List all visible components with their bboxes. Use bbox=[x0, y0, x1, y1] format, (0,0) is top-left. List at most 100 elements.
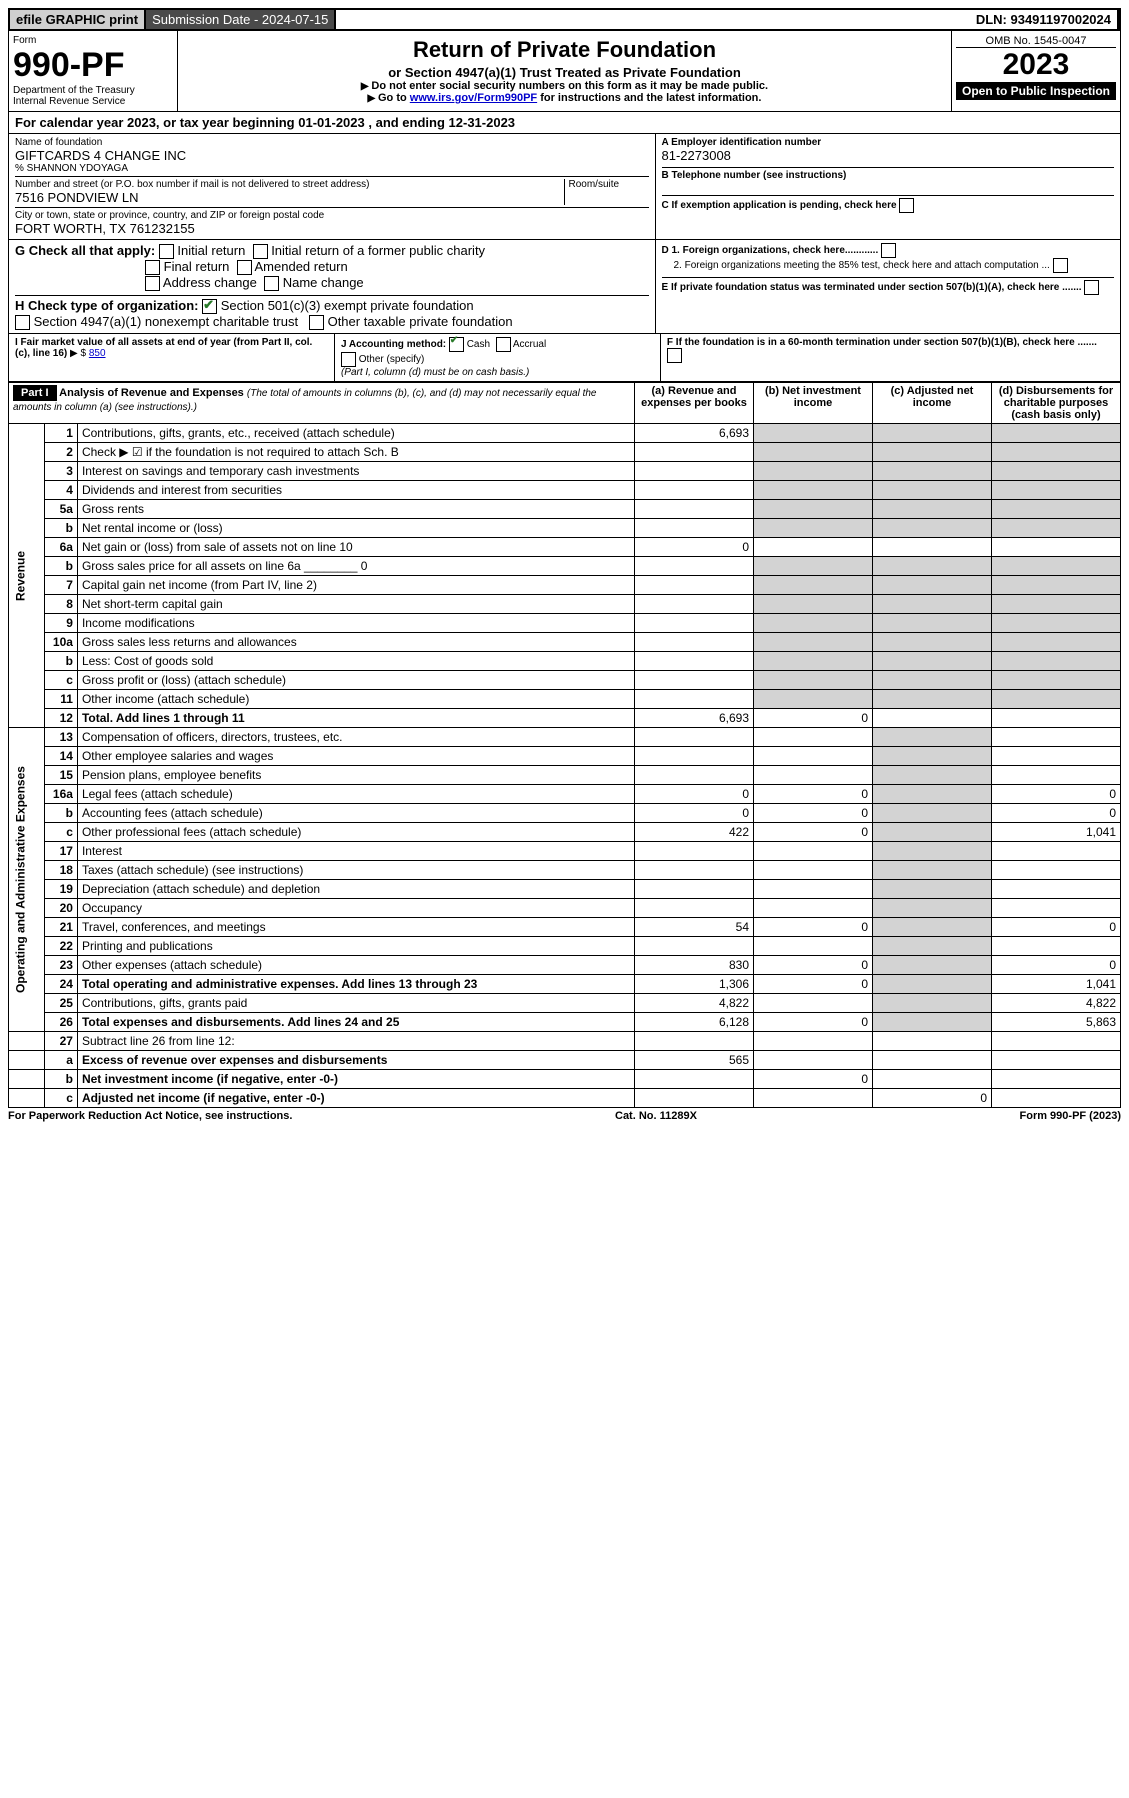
h-label: H Check type of organization: bbox=[15, 298, 198, 313]
h-501c3-checkbox[interactable] bbox=[202, 299, 217, 314]
footer-mid: Cat. No. 11289X bbox=[615, 1110, 697, 1122]
g-amended-checkbox[interactable] bbox=[237, 260, 252, 275]
line-number: 2 bbox=[44, 443, 77, 462]
cell-d bbox=[992, 671, 1121, 690]
cell-c bbox=[873, 842, 992, 861]
cell-b: 0 bbox=[754, 918, 873, 937]
cell-a bbox=[635, 519, 754, 538]
city-label: City or town, state or province, country… bbox=[15, 210, 649, 221]
cell-a: 6,128 bbox=[635, 1013, 754, 1032]
cell-c bbox=[873, 690, 992, 709]
table-row: 12Total. Add lines 1 through 116,6930 bbox=[9, 709, 1121, 728]
cell-c bbox=[873, 861, 992, 880]
cell-a bbox=[635, 747, 754, 766]
line-number: 25 bbox=[44, 994, 77, 1013]
form-number: 990-PF bbox=[13, 46, 173, 85]
line-description: Adjusted net income (if negative, enter … bbox=[77, 1089, 634, 1108]
line-description: Printing and publications bbox=[77, 937, 634, 956]
table-row: 23Other expenses (attach schedule)83000 bbox=[9, 956, 1121, 975]
cell-d: 0 bbox=[992, 785, 1121, 804]
line-description: Excess of revenue over expenses and disb… bbox=[77, 1051, 634, 1070]
part1-label: Part I bbox=[13, 385, 57, 401]
h-4947-checkbox[interactable] bbox=[15, 315, 30, 330]
cell-b: 0 bbox=[754, 823, 873, 842]
table-row: 7Capital gain net income (from Part IV, … bbox=[9, 576, 1121, 595]
table-row: cGross profit or (loss) (attach schedule… bbox=[9, 671, 1121, 690]
table-row: 22Printing and publications bbox=[9, 937, 1121, 956]
d2-checkbox[interactable] bbox=[1053, 258, 1068, 273]
cell-c bbox=[873, 956, 992, 975]
table-row: bNet investment income (if negative, ent… bbox=[9, 1070, 1121, 1089]
city: FORT WORTH, TX 761232155 bbox=[15, 221, 649, 236]
cell-c: 0 bbox=[873, 1089, 992, 1108]
g-final-checkbox[interactable] bbox=[145, 260, 160, 275]
table-row: bAccounting fees (attach schedule)000 bbox=[9, 804, 1121, 823]
cell-d: 1,041 bbox=[992, 975, 1121, 994]
open-inspection: Open to Public Inspection bbox=[956, 82, 1116, 100]
cell-a bbox=[635, 500, 754, 519]
line-description: Occupancy bbox=[77, 899, 634, 918]
cell-c bbox=[873, 652, 992, 671]
line-number: c bbox=[44, 1089, 77, 1108]
cell-b bbox=[754, 595, 873, 614]
f-label: F If the foundation is in a 60-month ter… bbox=[667, 337, 1097, 348]
cell-c bbox=[873, 538, 992, 557]
table-row: 16aLegal fees (attach schedule)000 bbox=[9, 785, 1121, 804]
g-label: G Check all that apply: bbox=[15, 243, 155, 258]
line-description: Interest on savings and temporary cash i… bbox=[77, 462, 634, 481]
line-description: Depreciation (attach schedule) and deple… bbox=[77, 880, 634, 899]
cell-b bbox=[754, 690, 873, 709]
cell-c bbox=[873, 1051, 992, 1070]
form-note-2: Go to www.irs.gov/Form990PF for instruct… bbox=[182, 92, 947, 104]
d1-checkbox[interactable] bbox=[881, 243, 896, 258]
cell-d bbox=[992, 842, 1121, 861]
line-number: 13 bbox=[44, 728, 77, 747]
irs-label: Internal Revenue Service bbox=[13, 96, 173, 107]
period-row: For calendar year 2023, or tax year begi… bbox=[8, 112, 1121, 134]
j-label: J Accounting method: bbox=[341, 339, 446, 350]
cell-b: 0 bbox=[754, 1013, 873, 1032]
g-initial-former-checkbox[interactable] bbox=[253, 244, 268, 259]
line-number: 17 bbox=[44, 842, 77, 861]
g-initial-checkbox[interactable] bbox=[159, 244, 174, 259]
cell-c bbox=[873, 747, 992, 766]
instructions-link[interactable]: www.irs.gov/Form990PF bbox=[410, 92, 537, 104]
cell-c bbox=[873, 823, 992, 842]
line-description: Net short-term capital gain bbox=[77, 595, 634, 614]
g-name-checkbox[interactable] bbox=[264, 276, 279, 291]
line-number: 10a bbox=[44, 633, 77, 652]
cell-a bbox=[635, 842, 754, 861]
line-number: 3 bbox=[44, 462, 77, 481]
line-description: Dividends and interest from securities bbox=[77, 481, 634, 500]
table-row: aExcess of revenue over expenses and dis… bbox=[9, 1051, 1121, 1070]
cell-b bbox=[754, 1089, 873, 1108]
j-other-checkbox[interactable] bbox=[341, 352, 356, 367]
table-row: 27Subtract line 26 from line 12: bbox=[9, 1032, 1121, 1051]
line-description: Interest bbox=[77, 842, 634, 861]
entity-block: Name of foundation GIFTCARDS 4 CHANGE IN… bbox=[8, 134, 1121, 240]
cell-d bbox=[992, 500, 1121, 519]
cell-a bbox=[635, 652, 754, 671]
g-address-checkbox[interactable] bbox=[145, 276, 160, 291]
line-number: 9 bbox=[44, 614, 77, 633]
cell-c bbox=[873, 1013, 992, 1032]
cell-b bbox=[754, 652, 873, 671]
d2-label: 2. Foreign organizations meeting the 85%… bbox=[674, 260, 1050, 271]
c-checkbox[interactable] bbox=[899, 198, 914, 213]
cell-d: 0 bbox=[992, 918, 1121, 937]
cell-b bbox=[754, 671, 873, 690]
line-number: b bbox=[44, 557, 77, 576]
e-checkbox[interactable] bbox=[1084, 280, 1099, 295]
j-accrual-checkbox[interactable] bbox=[496, 337, 511, 352]
f-checkbox[interactable] bbox=[667, 348, 682, 363]
line-number: 15 bbox=[44, 766, 77, 785]
cell-c bbox=[873, 614, 992, 633]
cell-a bbox=[635, 937, 754, 956]
i-value[interactable]: 850 bbox=[89, 348, 106, 359]
j-cash-checkbox[interactable] bbox=[449, 337, 464, 352]
cell-b bbox=[754, 557, 873, 576]
cell-d bbox=[992, 576, 1121, 595]
cell-a bbox=[635, 1089, 754, 1108]
cell-a bbox=[635, 576, 754, 595]
h-other-checkbox[interactable] bbox=[309, 315, 324, 330]
